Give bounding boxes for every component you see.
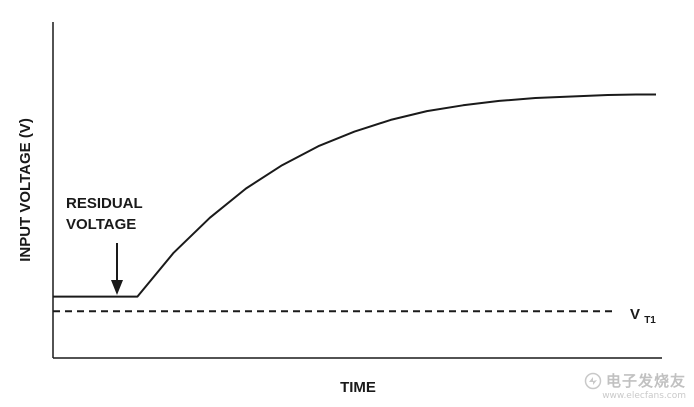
vt1-sub: T1 bbox=[644, 315, 656, 326]
watermark-brand: 电子发烧友 bbox=[605, 372, 686, 390]
watermark: 电子发烧友 www.elecfans.com bbox=[584, 370, 686, 401]
x-axis-label: TIME bbox=[340, 379, 376, 396]
watermark-url: www.elecfans.com bbox=[602, 391, 686, 401]
residual-arrow bbox=[111, 243, 123, 295]
y-axis-label: INPUT VOLTAGE (V) bbox=[17, 118, 34, 262]
watermark-logo-icon bbox=[584, 372, 602, 389]
series-layer bbox=[52, 93, 656, 313]
residual-label-line1: RESIDUAL bbox=[66, 195, 143, 212]
vt1-label: V T1 bbox=[630, 306, 656, 326]
vt1-main: V bbox=[630, 306, 640, 323]
input-voltage-line bbox=[52, 93, 656, 298]
residual-label-line2: VOLTAGE bbox=[66, 216, 136, 233]
